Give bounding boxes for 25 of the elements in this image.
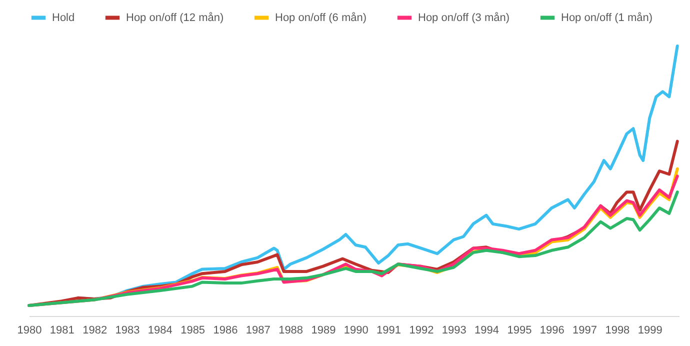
x-tick-label: 1985 bbox=[180, 324, 206, 336]
x-tick-label: 1995 bbox=[507, 324, 532, 336]
x-tick-label: 1982 bbox=[82, 324, 108, 336]
legend-label: Hop on/off (1 mån) bbox=[561, 12, 653, 24]
x-tick-label: 1986 bbox=[213, 324, 238, 336]
x-tick-label: 1998 bbox=[605, 324, 630, 336]
x-tick-label: 1989 bbox=[311, 324, 336, 336]
x-tick-label: 1993 bbox=[442, 324, 466, 336]
x-tick-label: 1997 bbox=[572, 324, 598, 336]
x-tick-label: 1984 bbox=[148, 324, 172, 336]
x-tick-label: 1992 bbox=[409, 324, 434, 336]
legend-label: Hop on/off (6 mån) bbox=[275, 12, 367, 24]
x-tick-label: 1990 bbox=[344, 324, 368, 336]
x-tick-label: 1996 bbox=[540, 324, 564, 336]
legend-label: Hop on/off (3 mån) bbox=[418, 12, 510, 24]
legend-label: Hop on/off (12 mån) bbox=[126, 12, 224, 24]
x-tick-label: 1987 bbox=[246, 324, 270, 336]
x-tick-label: 1981 bbox=[50, 324, 74, 336]
x-tick-label: 1999 bbox=[638, 324, 662, 336]
x-tick-label: 1994 bbox=[474, 324, 500, 336]
legend-label: Hold bbox=[52, 12, 75, 24]
x-tick-label: 1983 bbox=[115, 324, 140, 336]
x-tick-label: 1980 bbox=[17, 324, 42, 336]
x-tick-label: 1991 bbox=[376, 324, 402, 336]
x-tick-label: 1988 bbox=[278, 324, 304, 336]
